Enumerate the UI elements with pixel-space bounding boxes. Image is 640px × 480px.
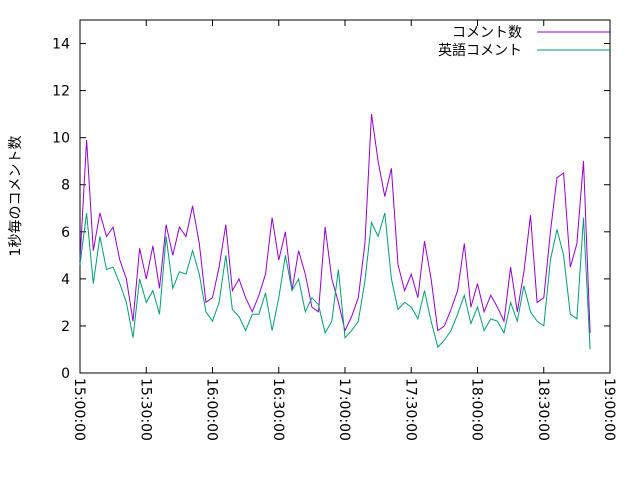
x-tick-label: 16:00:00 bbox=[204, 378, 220, 441]
x-tick-label: 19:00:00 bbox=[601, 378, 617, 441]
series-line bbox=[79, 212, 591, 350]
y-tick-label: 0 bbox=[61, 366, 70, 382]
x-tick-label: 15:30:00 bbox=[137, 378, 153, 441]
x-tick-label: 18:00:00 bbox=[469, 378, 485, 441]
y-axis-label: 1秒毎のコメント数 bbox=[8, 136, 24, 257]
y-tick-label: 14 bbox=[52, 37, 70, 53]
series-line bbox=[79, 114, 591, 334]
y-tick-label: 10 bbox=[52, 131, 70, 147]
y-tick-label: 2 bbox=[61, 319, 70, 335]
y-tick-label: 12 bbox=[52, 84, 70, 100]
x-tick-label: 17:30:00 bbox=[402, 378, 418, 441]
x-tick-label: 17:00:00 bbox=[336, 378, 352, 441]
y-tick-label: 6 bbox=[61, 225, 70, 241]
y-tick-label: 4 bbox=[61, 272, 70, 288]
y-tick-label: 8 bbox=[61, 178, 70, 194]
legend-label: 英語コメント bbox=[438, 42, 522, 59]
plot-frame bbox=[79, 19, 611, 374]
legend-label: コメント数 bbox=[452, 25, 522, 41]
x-tick-label: 15:00:00 bbox=[71, 378, 87, 441]
x-tick-label: 18:30:00 bbox=[535, 378, 551, 441]
x-tick-label: 16:30:00 bbox=[270, 378, 286, 441]
